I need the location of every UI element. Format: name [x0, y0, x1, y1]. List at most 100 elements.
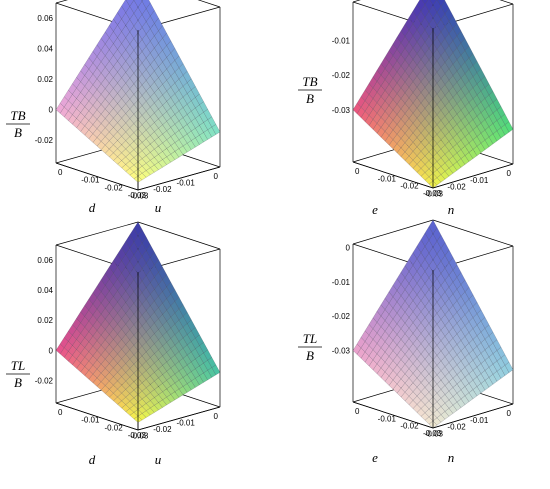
y-tick-label: -0.01: [81, 416, 100, 425]
x-tick-label: 0: [507, 169, 512, 178]
z-tick-label: 0.04: [37, 45, 53, 54]
z-tick-label: -0.01: [332, 278, 351, 287]
y-tick-label: -0.02: [104, 183, 123, 192]
surface-plot-tb-d-u: -0.03 -0.02 -0.01 0 0 -0.01 -0.02 -0.03 0.06 0.04…: [0, 0, 275, 244]
x-axis-label: e: [372, 202, 378, 217]
z-tick-label: 0.02: [37, 75, 53, 84]
surface-patch: [416, 0, 426, 12]
x-tick-label: -0.03: [425, 189, 444, 198]
box-front-edge: [432, 403, 514, 429]
z-label-denominator: B: [14, 125, 22, 140]
y-axis-label: u: [155, 452, 162, 467]
x-tick-label: 0: [214, 412, 219, 421]
surface-mesh: [352, 0, 514, 189]
x-axis-label: d: [89, 200, 96, 215]
z-label-denominator: B: [306, 348, 314, 363]
z-tick-label: -0.02: [332, 312, 351, 321]
y-axis-label: u: [155, 200, 162, 215]
x-tick-label: -0.02: [447, 423, 466, 432]
x-axis-label: d: [89, 452, 96, 467]
z-tick-label: 0.06: [37, 256, 53, 265]
surface-svg: -0.03-0.02-0.0100-0.01-0.02-0.030.060.04…: [6, 221, 221, 467]
surface-patch: [121, 0, 131, 13]
box-edge: [55, 221, 139, 246]
y-tick-label: -0.01: [378, 414, 397, 423]
z-axis-label: TL B: [298, 331, 322, 363]
x-tick-label: -0.02: [447, 183, 466, 192]
y-tick-label: -0.01: [378, 174, 397, 183]
surface-patch: [133, 0, 143, 8]
z-tick-label: 0: [49, 346, 54, 355]
surface-patch: [428, 219, 438, 235]
z-tick-label: -0.02: [332, 71, 351, 80]
z-label-denominator: B: [14, 375, 22, 390]
box-front-edge: [137, 166, 221, 191]
y-tick-label: 0: [355, 407, 360, 416]
x-tick-label: 0: [214, 172, 219, 181]
box-front-edge: [55, 162, 139, 191]
x-tick-label: -0.02: [153, 425, 172, 434]
surface-svg: -0.03-0.02-0.0100-0.01-0.02-0.030-0.01-0…: [298, 219, 514, 465]
surface-patch: [437, 0, 446, 7]
surface-patch: [141, 0, 144, 2]
y-tick-label: -0.02: [400, 182, 419, 191]
z-label-numerator: TB: [302, 74, 317, 89]
x-tick-label: -0.01: [470, 416, 489, 425]
box-front-edge: [352, 161, 434, 189]
x-tick-label: -0.01: [470, 176, 489, 185]
y-tick-label: -0.01: [81, 176, 100, 185]
z-tick-label: 0: [346, 243, 351, 252]
box-front-edge: [352, 401, 434, 429]
surface-patch: [429, 0, 437, 6]
box-front-edge: [432, 163, 514, 189]
z-tick-label: 0: [49, 106, 54, 115]
z-axis-label: TB B: [6, 108, 30, 140]
z-axis-label: TB B: [298, 74, 322, 106]
z-label-numerator: TL: [303, 331, 317, 346]
z-tick-label: 0.02: [37, 316, 53, 325]
x-tick-label: 0: [507, 409, 512, 418]
surface-patch: [133, 221, 143, 237]
y-tick-label: -0.02: [400, 422, 419, 431]
box-edge: [137, 221, 221, 250]
z-label-denominator: B: [306, 91, 314, 106]
z-tick-label: -0.02: [35, 136, 54, 145]
x-tick-label: -0.02: [153, 185, 172, 194]
y-tick-label: -0.03: [423, 429, 442, 438]
surface-patch: [424, 0, 434, 12]
z-tick-label: -0.03: [332, 346, 351, 355]
surface-patch: [432, 0, 442, 13]
surface-patch: [141, 0, 151, 9]
surface-patch: [125, 0, 135, 7]
surface-svg: -0.03-0.02-0.0100-0.01-0.02-0.030.060.04…: [6, 0, 221, 215]
z-tick-label: -0.01: [332, 36, 351, 45]
surface-svg: -0.03-0.02-0.0100-0.01-0.02-0.03-0.01-0.…: [298, 0, 514, 217]
x-tick-label: -0.03: [130, 432, 149, 441]
y-tick-label: -0.03: [128, 191, 147, 200]
box-front-edge: [55, 402, 139, 431]
x-axis-label: e: [372, 450, 378, 465]
box-edge: [197, 0, 221, 8]
x-tick-label: -0.03: [425, 429, 444, 438]
x-tick-label: -0.01: [177, 179, 196, 188]
z-tick-label: 0.06: [37, 14, 53, 23]
box-edge: [432, 219, 514, 247]
y-tick-label: 0: [58, 168, 63, 177]
x-tick-label: -0.01: [177, 419, 196, 428]
y-tick-label: 0: [58, 408, 63, 417]
surface-plot-tb-e-n: -0.03 -0.02 -0.01 0 0 -0.01 -0.02 -0.03 -0.01 -0.…: [275, 0, 550, 244]
box-front-edge: [137, 406, 221, 431]
y-tick-label: 0: [355, 167, 360, 176]
surface-mesh: [55, 0, 221, 183]
z-tick-label: -0.02: [35, 376, 54, 385]
z-label-numerator: TB: [10, 108, 25, 123]
z-label-numerator: TL: [11, 358, 25, 373]
surface-plot-tl-e-n: -0.03 -0.02 -0.01 0 0 -0.01 -0.02 -0.03 0 -0.01 -0…: [275, 219, 550, 488]
box-edge: [352, 219, 434, 245]
z-axis-label: TL B: [6, 358, 30, 390]
surface-patch: [422, 0, 429, 5]
z-tick-label: 0.04: [37, 286, 53, 295]
y-axis-label: n: [448, 202, 455, 217]
surface-mesh: [352, 219, 514, 429]
